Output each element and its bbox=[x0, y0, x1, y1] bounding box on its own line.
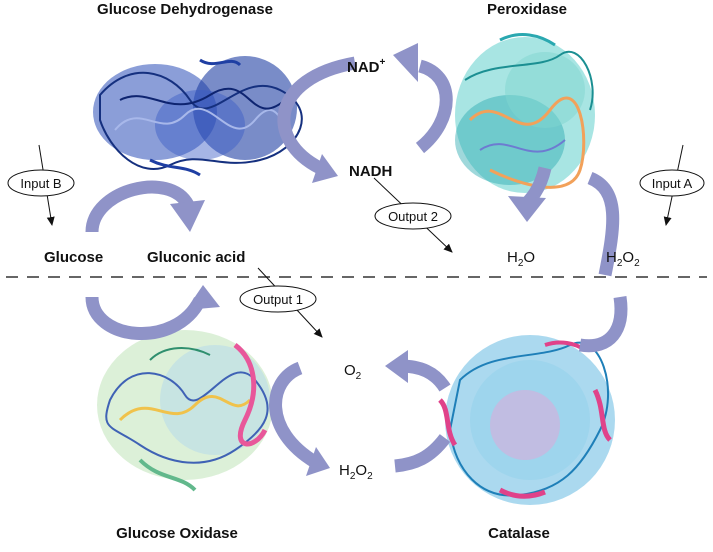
arrow-catalase-h2o2-in bbox=[394, 433, 451, 473]
svg-text:Input B: Input B bbox=[20, 176, 61, 191]
catalase-structure bbox=[438, 335, 615, 505]
output-2-callout: Output 2 bbox=[373, 177, 453, 253]
input-a-callout: Input A bbox=[639, 144, 705, 226]
reaction-arrowheads bbox=[170, 43, 546, 476]
title-glucose-dehydrogenase: Glucose Dehydrogenase bbox=[97, 1, 273, 18]
svg-text:Output 2: Output 2 bbox=[388, 209, 438, 224]
arrow-glucose-to-gluconic bbox=[85, 180, 194, 233]
title-catalase: Catalase bbox=[488, 525, 550, 542]
label-nadh: NADH bbox=[349, 163, 392, 180]
arrowhead-to-o2 bbox=[385, 350, 408, 383]
svg-text:Input A: Input A bbox=[652, 176, 693, 191]
arrowhead-to-gluconic bbox=[170, 200, 205, 232]
label-glucose: Glucose bbox=[44, 249, 103, 266]
label-h2o2-top: H2O2 bbox=[606, 249, 640, 269]
glucose-dehydrogenase-structure bbox=[93, 56, 303, 177]
label-o2: O2 bbox=[344, 362, 362, 382]
arrowhead-to-h2o bbox=[508, 196, 546, 222]
peroxidase-structure bbox=[455, 33, 595, 193]
arrowhead-to-nadh bbox=[312, 154, 338, 183]
label-gluconic-acid: Gluconic acid bbox=[147, 249, 245, 266]
arrow-h2o2-to-h2o bbox=[587, 171, 620, 277]
title-peroxidase: Peroxidase bbox=[487, 1, 567, 18]
arrowhead-to-h2o2-bottom bbox=[306, 447, 330, 476]
arrow-gox-o2-to-h2o2 bbox=[269, 361, 319, 468]
label-h2o: H2O bbox=[507, 249, 535, 269]
output-1-callout: Output 1 bbox=[239, 267, 323, 338]
arrow-peroxidase-nadh-to-nadplus bbox=[415, 59, 453, 154]
label-nad-plus: NAD+ bbox=[347, 57, 386, 76]
arrowhead-to-gluconic-bottom bbox=[186, 285, 220, 310]
arrow-bottom-glucose-loop bbox=[85, 296, 206, 340]
arrowhead-to-nadplus bbox=[393, 43, 418, 82]
arrow-gdh-nadplus-to-nadh bbox=[277, 56, 357, 174]
input-b-callout: Input B bbox=[7, 144, 75, 226]
label-h2o2-bottom: H2O2 bbox=[339, 462, 373, 482]
arrow-h2o2-to-catalase bbox=[578, 296, 628, 353]
glucose-oxidase-structure bbox=[97, 330, 273, 492]
svg-text:Output 1: Output 1 bbox=[253, 292, 303, 307]
title-glucose-oxidase: Glucose Oxidase bbox=[116, 525, 238, 542]
